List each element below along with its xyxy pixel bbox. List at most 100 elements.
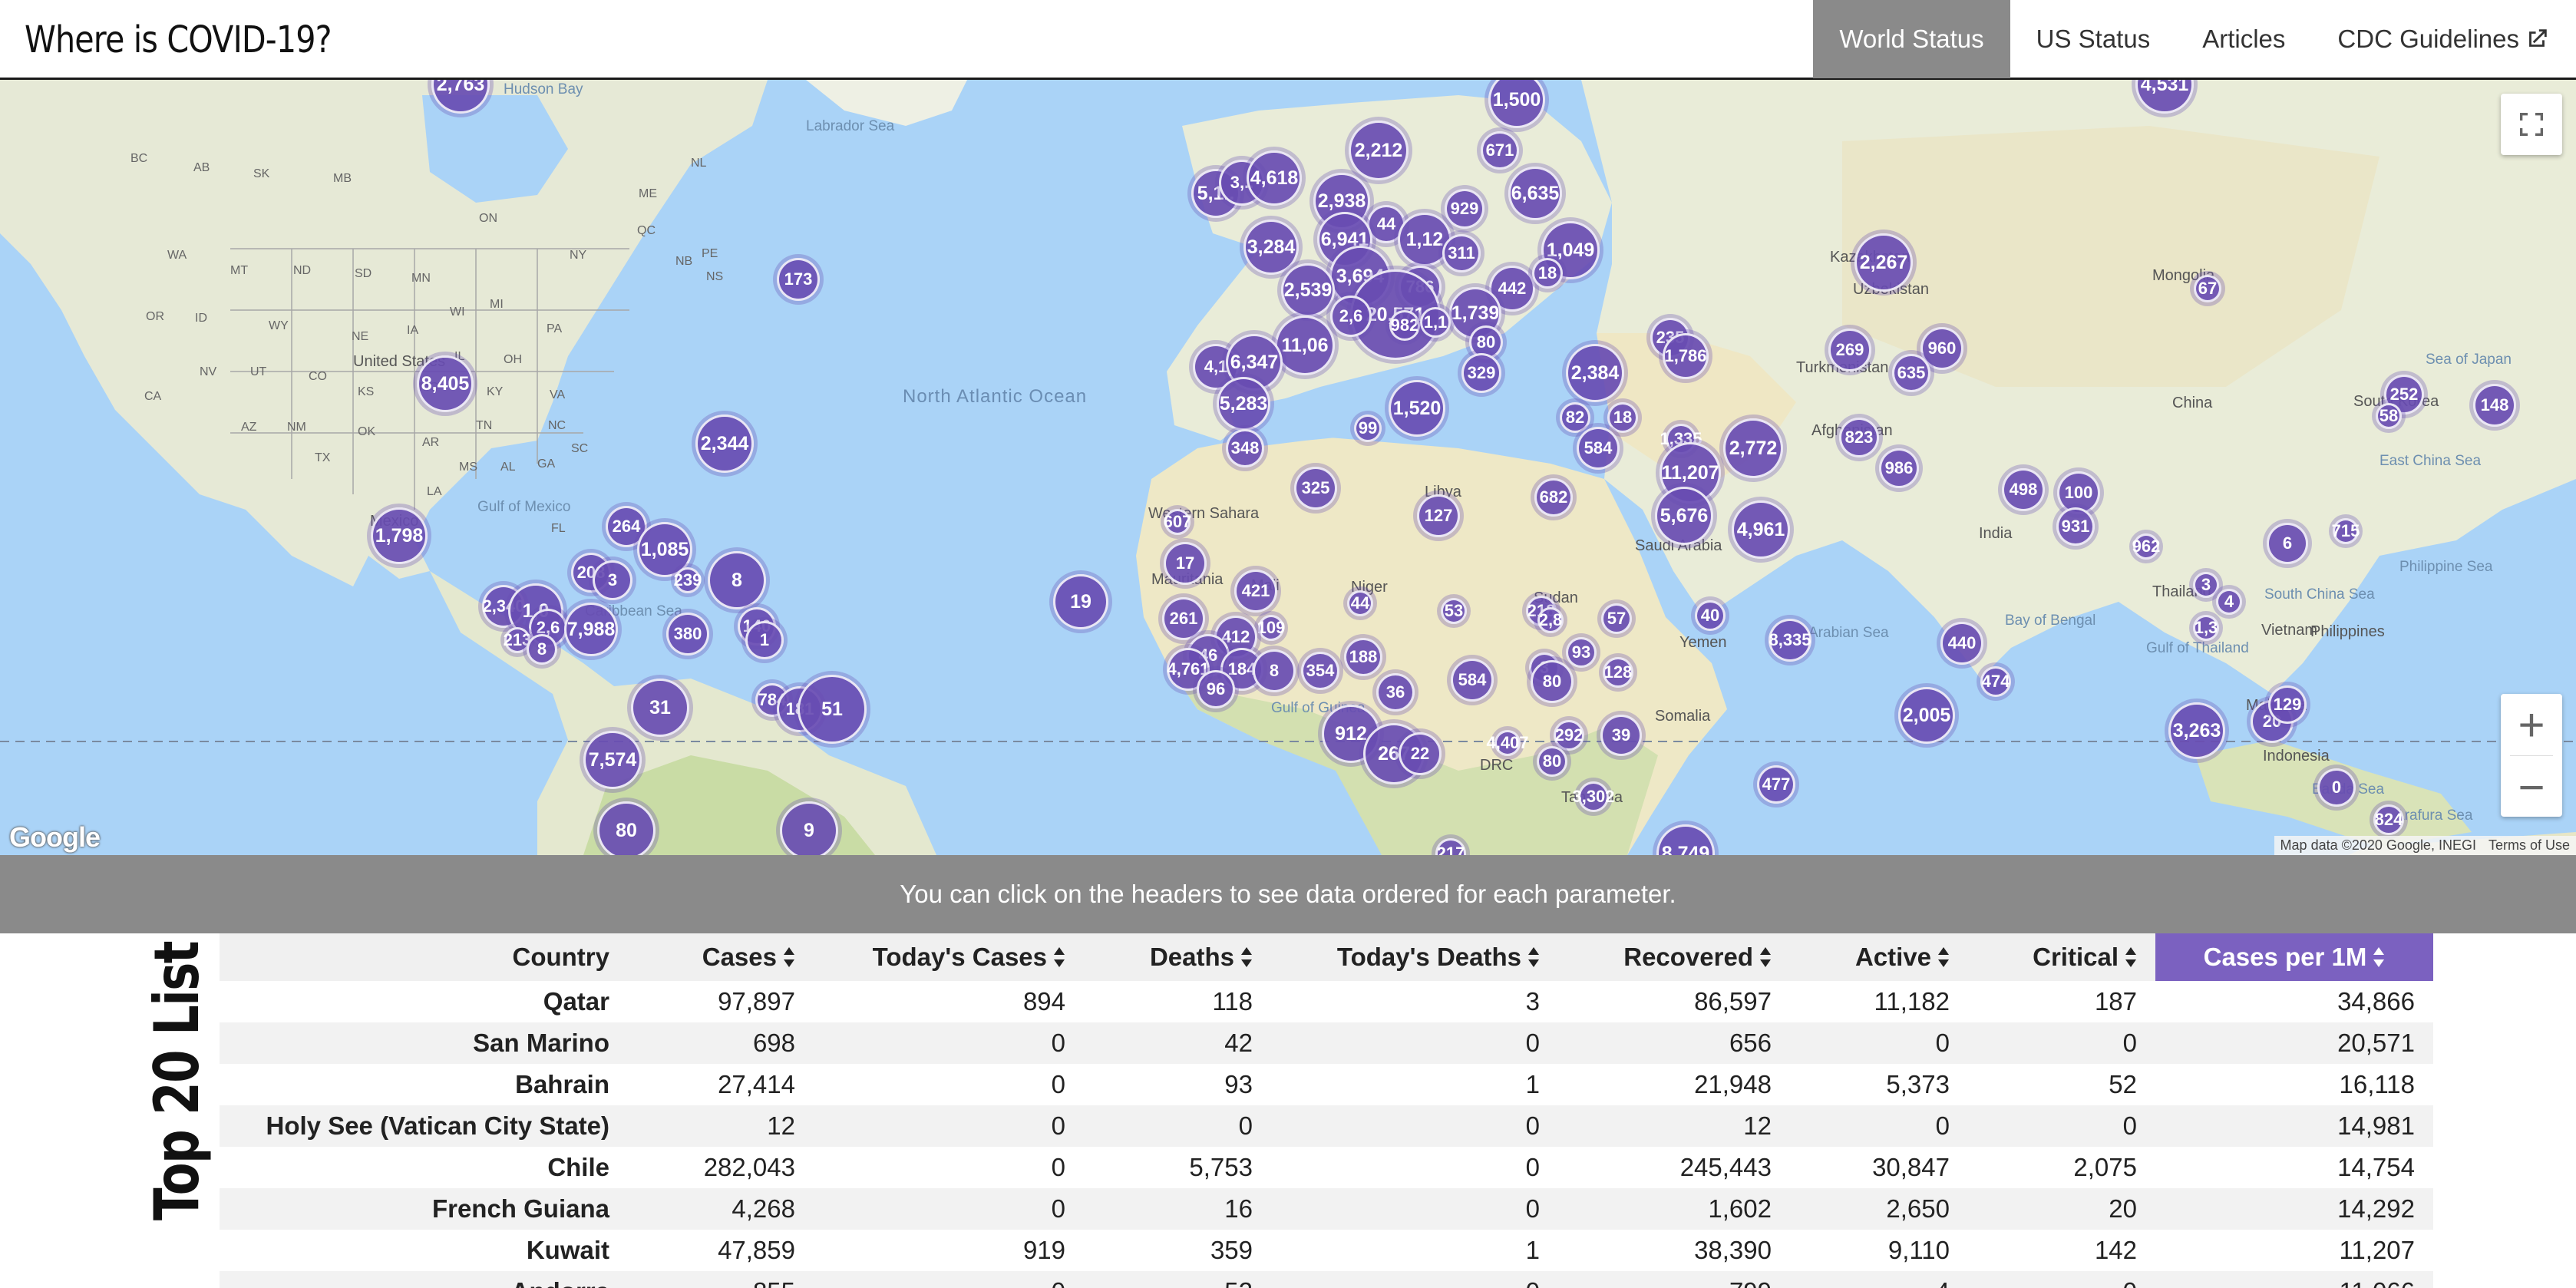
case-cluster-marker[interactable]: 36 bbox=[1376, 673, 1415, 712]
case-cluster-marker[interactable]: 40 bbox=[1695, 600, 1726, 631]
case-cluster-marker[interactable]: 173 bbox=[777, 258, 820, 301]
case-cluster-marker[interactable]: 1,3 bbox=[2193, 615, 2219, 641]
column-header-deaths[interactable]: Deaths bbox=[1084, 933, 1271, 981]
case-cluster-marker[interactable]: 6 bbox=[2267, 523, 2308, 564]
case-cluster-marker[interactable]: 188 bbox=[1344, 638, 1382, 676]
case-cluster-marker[interactable]: 93 bbox=[1566, 637, 1597, 668]
case-cluster-marker[interactable]: 715 bbox=[2332, 518, 2360, 544]
case-cluster-marker[interactable]: 217 bbox=[1435, 838, 1466, 855]
case-cluster-marker[interactable]: 442 bbox=[1489, 266, 1535, 312]
case-cluster-marker[interactable]: 261 bbox=[1162, 597, 1205, 640]
case-cluster-marker[interactable]: 31 bbox=[631, 679, 689, 737]
case-cluster-marker[interactable]: 239 bbox=[674, 567, 702, 593]
case-cluster-marker[interactable]: 348 bbox=[1226, 429, 1264, 467]
column-header-cases-per-1m[interactable]: Cases per 1M bbox=[2155, 933, 2433, 981]
case-cluster-marker[interactable]: 474 bbox=[1980, 666, 2011, 697]
case-cluster-marker[interactable]: 264 bbox=[606, 506, 647, 547]
case-cluster-marker[interactable]: 0 bbox=[2317, 768, 2356, 807]
case-cluster-marker[interactable]: 1,798 bbox=[371, 507, 428, 564]
case-cluster-marker[interactable]: 11,06 bbox=[1275, 315, 1335, 375]
column-header-country[interactable]: Country bbox=[220, 933, 628, 981]
case-cluster-marker[interactable]: 4,961 bbox=[1732, 500, 1790, 559]
case-cluster-marker[interactable]: 5,283 bbox=[1217, 377, 1270, 431]
case-cluster-marker[interactable]: 4,407 bbox=[1486, 730, 1529, 756]
column-header-cases[interactable]: Cases bbox=[628, 933, 814, 981]
column-header-today-s-cases[interactable]: Today's Cases bbox=[814, 933, 1084, 981]
case-cluster-marker[interactable]: 80 bbox=[597, 801, 656, 855]
nav-world-status[interactable]: World Status bbox=[1813, 0, 2010, 78]
zoom-in-button[interactable]: + bbox=[2518, 698, 2545, 751]
case-cluster-marker[interactable]: 9 bbox=[780, 801, 838, 855]
case-cluster-marker[interactable]: 6,635 bbox=[1508, 167, 1562, 220]
case-cluster-marker[interactable]: 80 bbox=[1537, 746, 1567, 777]
case-cluster-marker[interactable]: 3 bbox=[2193, 572, 2219, 598]
column-header-critical[interactable]: Critical bbox=[1968, 933, 2155, 981]
case-cluster-marker[interactable]: 80 bbox=[1531, 660, 1574, 703]
case-cluster-marker[interactable]: 3,284 bbox=[1243, 220, 1299, 275]
case-cluster-marker[interactable]: 584 bbox=[1451, 659, 1494, 702]
case-cluster-marker[interactable]: 7,574 bbox=[583, 731, 642, 789]
fullscreen-button[interactable] bbox=[2501, 94, 2562, 155]
case-cluster-marker[interactable]: 57 bbox=[1601, 603, 1632, 634]
case-cluster-marker[interactable]: 2,8 bbox=[1537, 607, 1564, 633]
case-cluster-marker[interactable]: 682 bbox=[1534, 478, 1573, 517]
nav-articles[interactable]: Articles bbox=[2176, 0, 2311, 78]
case-cluster-marker[interactable]: 824 bbox=[2373, 804, 2404, 835]
case-cluster-marker[interactable]: 931 bbox=[2056, 507, 2095, 546]
case-cluster-marker[interactable]: 2,539 bbox=[1281, 263, 1335, 317]
case-cluster-marker[interactable]: 8 bbox=[527, 634, 557, 665]
nav-us-status[interactable]: US Status bbox=[2010, 0, 2177, 78]
case-cluster-marker[interactable]: 129 bbox=[2268, 685, 2307, 724]
case-cluster-marker[interactable]: 58 bbox=[2376, 403, 2402, 429]
case-cluster-marker[interactable]: 1,520 bbox=[1389, 380, 1445, 437]
case-cluster-marker[interactable]: 477 bbox=[1757, 765, 1795, 804]
terms-link[interactable]: Terms of Use bbox=[2488, 837, 2570, 853]
case-cluster-marker[interactable]: 1,786 bbox=[1663, 333, 1709, 379]
case-cluster-marker[interactable]: 929 bbox=[1445, 189, 1485, 229]
case-cluster-marker[interactable]: 269 bbox=[1828, 329, 1871, 372]
case-cluster-marker[interactable]: 962 bbox=[2132, 533, 2160, 560]
case-cluster-marker[interactable]: 22 bbox=[1399, 732, 1442, 775]
case-cluster-marker[interactable]: 2,384 bbox=[1566, 344, 1624, 402]
site-title[interactable]: Where is COVID-19? bbox=[25, 18, 332, 61]
case-cluster-marker[interactable]: 109 bbox=[1257, 615, 1285, 641]
case-cluster-marker[interactable]: 19 bbox=[1053, 574, 1108, 629]
case-cluster-marker[interactable]: 8 bbox=[1253, 649, 1296, 692]
column-header-today-s-deaths[interactable]: Today's Deaths bbox=[1271, 933, 1558, 981]
world-map[interactable]: North Atlantic Ocean Arabian Sea Bay of … bbox=[0, 80, 2576, 855]
case-cluster-marker[interactable]: 7,988 bbox=[564, 603, 618, 656]
case-cluster-marker[interactable]: 2,267 bbox=[1854, 233, 1913, 292]
case-cluster-marker[interactable]: 982 bbox=[1389, 310, 1420, 341]
case-cluster-marker[interactable]: 17 bbox=[1164, 542, 1207, 585]
case-cluster-marker[interactable]: 5,676 bbox=[1655, 487, 1713, 545]
case-cluster-marker[interactable]: 823 bbox=[1839, 418, 1879, 457]
case-cluster-marker[interactable]: 148 bbox=[2473, 384, 2516, 427]
case-cluster-marker[interactable]: 421 bbox=[1234, 570, 1277, 613]
case-cluster-marker[interactable]: 18 bbox=[1532, 258, 1563, 289]
case-cluster-marker[interactable]: 18 bbox=[1607, 402, 1638, 433]
case-cluster-marker[interactable]: 2,212 bbox=[1349, 121, 1409, 180]
case-cluster-marker[interactable]: 99 bbox=[1354, 414, 1382, 442]
case-cluster-marker[interactable]: 635 bbox=[1892, 354, 1930, 392]
case-cluster-marker[interactable]: 4,618 bbox=[1247, 150, 1302, 206]
case-cluster-marker[interactable]: 39 bbox=[1600, 715, 1642, 756]
case-cluster-marker[interactable]: 1 bbox=[745, 621, 784, 659]
case-cluster-marker[interactable]: 380 bbox=[666, 613, 709, 656]
case-cluster-marker[interactable]: 2,005 bbox=[1898, 687, 1955, 744]
case-cluster-marker[interactable]: 986 bbox=[1879, 448, 1919, 488]
case-cluster-marker[interactable]: 1,1 bbox=[1420, 307, 1451, 338]
case-cluster-marker[interactable]: 2,772 bbox=[1723, 418, 1783, 478]
case-cluster-marker[interactable]: 128 bbox=[1603, 657, 1633, 688]
case-cluster-marker[interactable]: 8,405 bbox=[417, 355, 474, 412]
case-cluster-marker[interactable]: 127 bbox=[1417, 494, 1460, 537]
case-cluster-marker[interactable]: 3,302 bbox=[1572, 781, 1615, 812]
case-cluster-marker[interactable]: 671 bbox=[1481, 131, 1519, 170]
case-cluster-marker[interactable]: 292 bbox=[1554, 720, 1584, 751]
column-header-active[interactable]: Active bbox=[1790, 933, 1968, 981]
case-cluster-marker[interactable]: 3 bbox=[593, 560, 632, 600]
column-header-recovered[interactable]: Recovered bbox=[1558, 933, 1790, 981]
case-cluster-marker[interactable]: 96 bbox=[1197, 670, 1235, 708]
google-logo[interactable]: Google bbox=[9, 821, 101, 853]
case-cluster-marker[interactable]: 67 bbox=[2194, 275, 2221, 302]
case-cluster-marker[interactable]: 82 bbox=[1560, 402, 1590, 433]
